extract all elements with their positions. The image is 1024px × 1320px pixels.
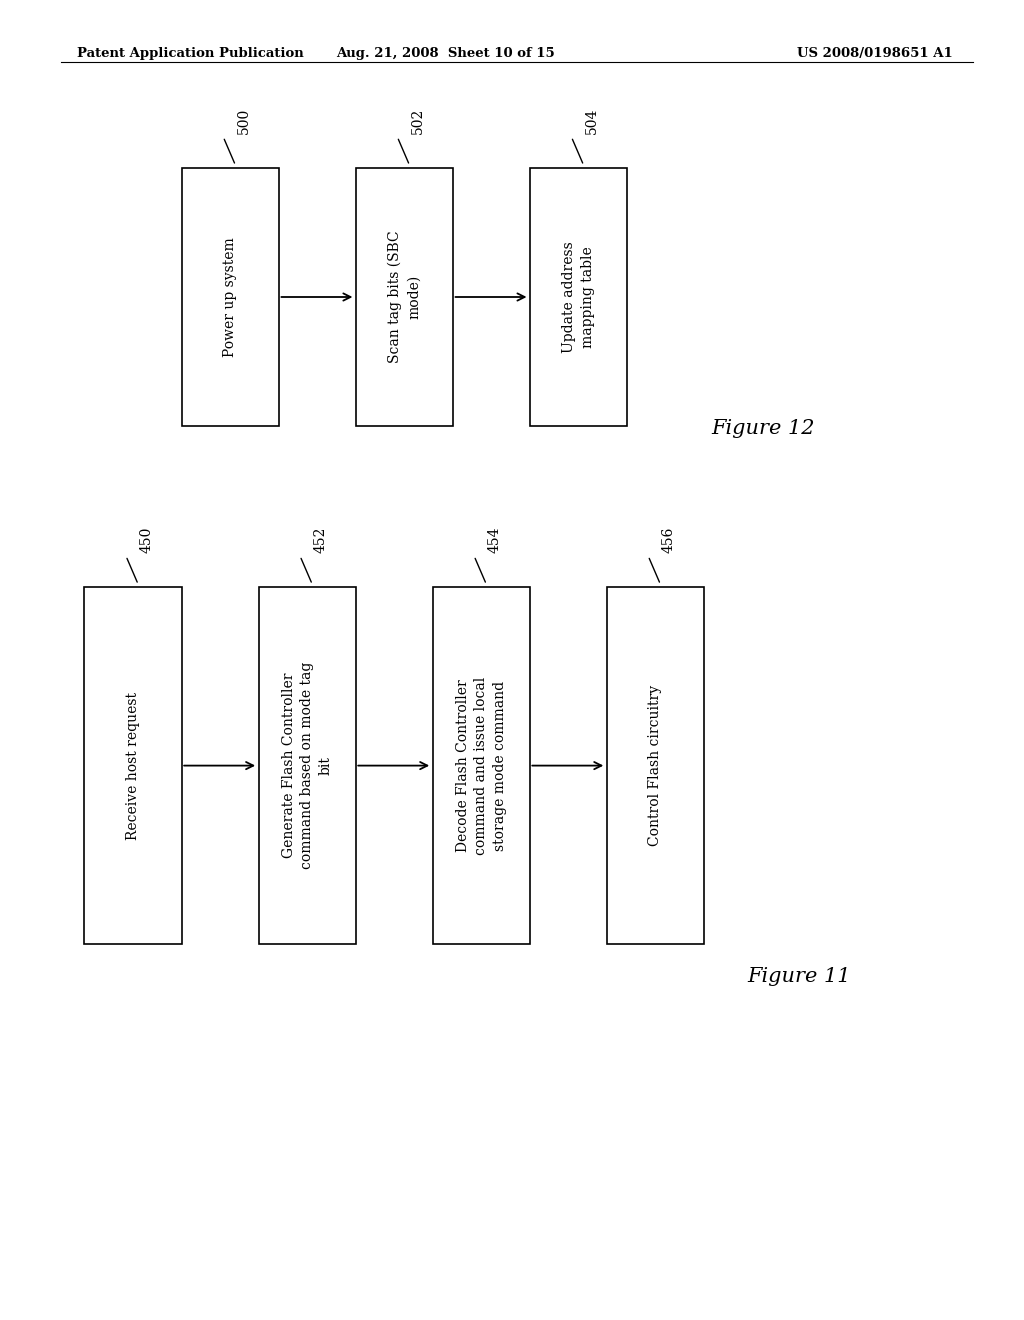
Text: Generate Flash Controller
command based on mode tag
bit: Generate Flash Controller command based … xyxy=(282,661,333,870)
Text: 502: 502 xyxy=(411,108,425,133)
Bar xyxy=(606,587,705,944)
Text: Patent Application Publication: Patent Application Publication xyxy=(77,48,303,59)
Text: Power up system: Power up system xyxy=(223,238,238,356)
Text: Scan tag bits (SBC
mode): Scan tag bits (SBC mode) xyxy=(388,231,421,363)
Text: 500: 500 xyxy=(237,108,251,133)
Bar xyxy=(356,168,453,425)
Bar xyxy=(530,168,627,425)
Bar xyxy=(182,168,279,425)
Text: Figure 11: Figure 11 xyxy=(748,968,851,986)
Bar xyxy=(432,587,530,944)
Text: Update address
mapping table: Update address mapping table xyxy=(562,242,595,352)
Text: US 2008/0198651 A1: US 2008/0198651 A1 xyxy=(797,48,952,59)
Text: Control Flash circuitry: Control Flash circuitry xyxy=(648,685,663,846)
Text: 452: 452 xyxy=(313,527,328,553)
Text: 454: 454 xyxy=(487,527,502,553)
Text: 456: 456 xyxy=(662,527,676,553)
Text: Decode Flash Controller
command and issue local
storage mode command: Decode Flash Controller command and issu… xyxy=(456,676,507,855)
Text: 504: 504 xyxy=(585,108,599,133)
Text: Receive host request: Receive host request xyxy=(126,692,140,840)
Text: Aug. 21, 2008  Sheet 10 of 15: Aug. 21, 2008 Sheet 10 of 15 xyxy=(336,48,555,59)
Bar xyxy=(258,587,356,944)
Text: 450: 450 xyxy=(139,527,154,553)
Text: Figure 12: Figure 12 xyxy=(712,420,815,438)
Bar xyxy=(84,587,182,944)
